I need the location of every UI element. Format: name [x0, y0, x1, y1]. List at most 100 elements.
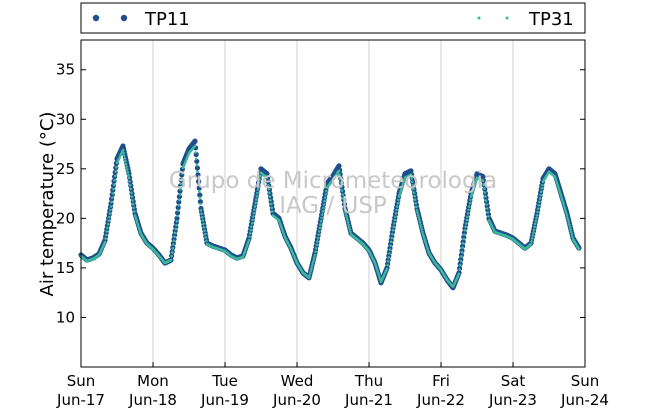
data-point-tp31 — [409, 173, 413, 177]
data-point-tp31 — [255, 195, 259, 198]
data-point-tp31 — [539, 190, 543, 194]
data-point-tp31 — [388, 248, 392, 251]
data-point-tp31 — [418, 221, 422, 224]
y-tick-label: 25 — [56, 160, 75, 178]
data-point-tp31 — [106, 223, 110, 226]
data-point-tp31 — [342, 201, 346, 204]
data-point-tp31 — [533, 225, 536, 229]
data-point-tp31 — [469, 198, 472, 202]
data-point-tp31 — [391, 232, 394, 236]
data-point-tp31 — [484, 195, 487, 198]
legend-label-tp11: TP11 — [144, 9, 190, 30]
data-point-tp31 — [392, 225, 395, 229]
data-point-tp31 — [569, 228, 572, 231]
data-point-tp31 — [416, 211, 419, 215]
data-point-tp31 — [256, 191, 259, 195]
data-point-tp31 — [251, 218, 254, 222]
data-point-tp31 — [196, 176, 200, 180]
data-point-tp31 — [106, 226, 109, 230]
data-point-tp31 — [486, 211, 490, 214]
data-point-tp11 — [194, 165, 200, 171]
data-point-tp31 — [266, 180, 269, 183]
data-point-tp31 — [396, 202, 400, 205]
data-point-tp31 — [123, 157, 127, 160]
data-point-tp11 — [196, 185, 202, 191]
legend-label-tp31: TP31 — [528, 9, 574, 30]
data-point-tp31 — [340, 185, 343, 188]
data-point-tp31 — [340, 189, 344, 192]
data-point-tp31 — [124, 159, 127, 163]
data-point-tp31 — [271, 210, 274, 213]
data-point-tp31 — [127, 176, 131, 179]
data-point-tp31 — [565, 214, 569, 217]
data-point-tp31 — [267, 187, 271, 191]
data-point-tp31 — [467, 208, 470, 212]
data-point-tp31 — [315, 243, 319, 247]
data-point-tp31 — [314, 250, 317, 253]
data-point-tp31 — [419, 225, 423, 229]
data-point-tp31 — [171, 247, 175, 250]
data-point-tp31 — [347, 225, 351, 229]
data-point-tp31 — [312, 258, 316, 261]
data-point-tp31 — [265, 176, 269, 179]
data-point-tp31 — [270, 206, 274, 210]
data-point-tp31 — [389, 240, 393, 244]
data-point-tp31 — [483, 191, 487, 194]
data-point-tp31 — [108, 212, 112, 215]
data-point-tp31 — [199, 209, 203, 212]
data-point-tp31 — [415, 209, 419, 212]
data-point-tp31 — [323, 199, 326, 203]
data-point-tp31 — [250, 222, 254, 225]
data-point-tp31 — [130, 191, 133, 195]
data-point-tp31 — [462, 237, 466, 241]
data-point-tp31 — [341, 197, 345, 200]
data-point-tp31 — [257, 185, 260, 188]
series-layer — [78, 138, 582, 291]
data-point-tp31 — [325, 189, 328, 193]
data-point-tp31 — [348, 228, 352, 231]
data-point-tp31 — [202, 226, 206, 229]
data-point-tp31 — [256, 188, 260, 191]
data-point-tp31 — [344, 211, 347, 215]
data-point-tp31 — [179, 182, 183, 186]
data-point-tp31 — [485, 207, 489, 210]
data-point-tp31 — [115, 165, 118, 169]
data-point-tp31 — [129, 187, 133, 191]
data-point-tp31 — [463, 229, 467, 232]
data-point-tp11 — [197, 199, 203, 205]
data-point-tp31 — [133, 210, 136, 213]
data-point-tp31 — [564, 210, 568, 213]
data-point-tp31 — [387, 255, 391, 259]
data-point-tp31 — [198, 196, 202, 199]
data-point-tp31 — [389, 244, 392, 247]
x-tick-date: Jun-18 — [128, 391, 177, 409]
data-point-tp31 — [199, 202, 202, 206]
data-point-tp31 — [562, 202, 565, 205]
y-tick-label: 20 — [56, 209, 75, 227]
data-point-tp31 — [310, 265, 314, 268]
grid-lines — [152, 40, 514, 367]
data-point-tp31 — [196, 170, 199, 174]
data-point-tp31 — [126, 170, 130, 174]
watermark-line-2: IAG / USP — [279, 193, 387, 219]
data-point-tp31 — [132, 206, 136, 210]
data-point-tp31 — [349, 230, 352, 234]
data-point-tp31 — [565, 212, 568, 215]
legend-marker-tp11-a — [92, 14, 100, 22]
data-point-tp31 — [346, 221, 350, 224]
data-point-tp31 — [258, 178, 262, 181]
data-point-tp31 — [394, 212, 398, 215]
data-point-tp31 — [107, 215, 111, 219]
data-point-tp31 — [413, 194, 416, 198]
data-point-tp31 — [395, 205, 399, 208]
data-point-tp31 — [311, 260, 315, 264]
data-point-tp31 — [458, 268, 461, 271]
data-point-tp31 — [390, 236, 394, 240]
data-point-tp31 — [559, 194, 563, 197]
data-point-tp31 — [251, 215, 255, 218]
data-point-tp31 — [535, 214, 539, 217]
data-point-tp31 — [322, 206, 325, 210]
data-point-tp31 — [254, 198, 258, 201]
data-point-tp31 — [127, 173, 130, 177]
data-point-tp31 — [320, 216, 323, 220]
